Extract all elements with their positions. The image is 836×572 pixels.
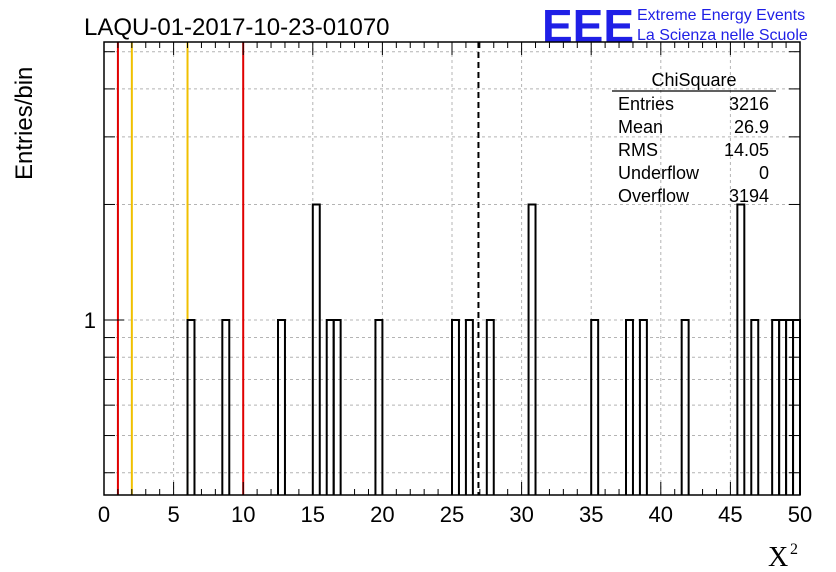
histogram-bin: [625, 318, 634, 495]
stats-row-value: 26.9: [734, 117, 769, 137]
x-tick-label: 50: [788, 502, 812, 527]
x-tick-label: 10: [231, 502, 255, 527]
histogram-bin: [186, 318, 196, 495]
histogram-bin: [221, 318, 231, 495]
stats-row-value: 3194: [729, 186, 769, 206]
x-axis-label: X 2: [768, 541, 798, 572]
x-tick-label: 35: [579, 502, 603, 527]
histogram-bin: [771, 318, 781, 495]
stats-row-value: 14.05: [724, 140, 769, 160]
stats-row-label: Overflow: [618, 186, 690, 206]
x-tick-label: 20: [370, 502, 394, 527]
x-axis-label-main: X: [768, 542, 788, 572]
eee-logo: EEE Extreme Energy Events La Scienza nel…: [542, 0, 808, 52]
logo-line-2: La Scienza nelle Scuole: [637, 27, 808, 44]
logo-mark: EEE: [542, 0, 634, 52]
histogram-bin: [311, 203, 321, 495]
histogram-bin: [464, 318, 474, 495]
histogram-bin: [527, 203, 537, 495]
stats-row-label: RMS: [618, 140, 658, 160]
x-tick-label: 5: [167, 502, 179, 527]
stats-row-value: 0: [759, 163, 769, 183]
reference-lines: [116, 42, 480, 495]
y-tick-label: 1: [84, 308, 96, 333]
chart-title: LAQU-01-2017-10-23-01070: [84, 14, 390, 41]
stats-rows: Entries 3216 Mean 26.9 RMS 14.05 Underflow 0 Ove…: [618, 94, 769, 206]
x-tick-label: 45: [718, 502, 742, 527]
stats-title: ChiSquare: [651, 70, 736, 90]
histogram-bin: [451, 318, 460, 495]
stats-box: ChiSquare Entries 3216 Mean 26.9 RMS 14.05 Und…: [612, 70, 776, 206]
histogram-bin: [785, 318, 795, 495]
histogram-bin: [277, 318, 286, 495]
histogram-bin: [680, 318, 690, 495]
plot-frame: [103, 41, 801, 496]
y-axis-label: Entries/bin: [11, 67, 38, 180]
x-tick-label: 25: [440, 502, 464, 527]
histogram-bin: [778, 318, 788, 495]
histogram-bin: [590, 318, 600, 495]
stats-row-value: 3216: [729, 94, 769, 114]
histogram-bin: [638, 318, 648, 495]
x-tick-label: 0: [98, 502, 110, 527]
histogram-bin: [325, 318, 335, 495]
x-axis-label-superscript: 2: [790, 541, 798, 558]
stats-row-label: Underflow: [618, 163, 700, 183]
histogram-bin: [750, 318, 760, 495]
x-tick-labels: 0 5 10 15 20 25 30 35 40 45 50: [98, 502, 812, 527]
histogram-bin: [792, 318, 801, 495]
stats-row-label: Entries: [618, 94, 674, 114]
x-tick-label: 40: [649, 502, 673, 527]
stats-row-label: Mean: [618, 117, 663, 137]
x-tick-label: 30: [509, 502, 533, 527]
histogram-bin: [332, 318, 342, 495]
x-tick-label: 15: [301, 502, 325, 527]
y-tick-labels: 1: [84, 308, 96, 333]
histogram-bin: [485, 318, 495, 495]
logo-line-1: Extreme Energy Events: [637, 7, 805, 24]
histogram-bins: [186, 203, 801, 495]
histogram-bin: [736, 203, 746, 495]
histogram-bin: [374, 318, 384, 495]
